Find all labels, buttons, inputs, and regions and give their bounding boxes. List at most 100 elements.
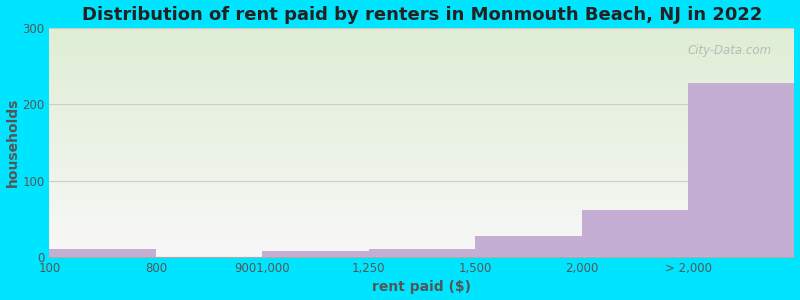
Bar: [50, 66, 794, 67]
Bar: [50, 247, 794, 248]
Bar: [50, 115, 794, 116]
Bar: [50, 92, 794, 93]
Text: City-Data.com: City-Data.com: [688, 44, 772, 57]
Bar: [50, 232, 794, 233]
Bar: [50, 88, 794, 90]
Bar: [50, 246, 794, 247]
Bar: [50, 139, 794, 140]
Bar: [50, 118, 794, 119]
Bar: [50, 142, 794, 144]
Bar: [50, 50, 794, 51]
Bar: [50, 204, 794, 206]
Bar: [50, 116, 794, 117]
Bar: [50, 56, 794, 58]
Bar: [50, 54, 794, 56]
Bar: [50, 39, 794, 41]
Bar: [50, 224, 794, 225]
Bar: [50, 106, 794, 107]
Bar: [50, 117, 794, 119]
Bar: [50, 239, 794, 240]
Bar: [50, 107, 794, 108]
Bar: [50, 231, 794, 232]
Bar: [50, 99, 794, 100]
Bar: [50, 85, 794, 86]
Bar: [50, 84, 794, 85]
Bar: [50, 29, 794, 30]
Bar: [50, 217, 794, 218]
Bar: [50, 170, 794, 171]
Bar: [50, 197, 794, 199]
Bar: [50, 98, 794, 99]
Bar: [50, 188, 794, 189]
Bar: [262, 251, 369, 257]
Bar: [50, 221, 794, 223]
Bar: [50, 176, 794, 177]
Bar: [50, 42, 794, 43]
Bar: [50, 81, 794, 82]
Bar: [50, 192, 794, 193]
Bar: [50, 241, 794, 242]
Bar: [50, 236, 794, 238]
Bar: [50, 141, 794, 142]
Bar: [50, 240, 794, 241]
Bar: [50, 63, 794, 64]
Bar: [50, 169, 794, 170]
Bar: [50, 113, 794, 114]
Bar: [50, 90, 794, 91]
Bar: [50, 144, 794, 145]
Bar: [50, 138, 794, 139]
Bar: [50, 126, 794, 128]
Bar: [50, 102, 794, 104]
Bar: [50, 147, 794, 148]
Bar: [50, 193, 794, 194]
Bar: [50, 100, 794, 101]
Bar: [50, 68, 794, 69]
Bar: [50, 130, 794, 131]
Bar: [50, 250, 794, 251]
Bar: [50, 114, 794, 115]
Bar: [50, 154, 794, 155]
Bar: [50, 208, 794, 209]
Bar: [50, 121, 794, 122]
Bar: [50, 183, 794, 184]
Bar: [50, 134, 794, 136]
Bar: [50, 61, 794, 62]
Bar: [50, 44, 794, 45]
Bar: [50, 52, 794, 53]
Bar: [50, 131, 794, 132]
Bar: [50, 189, 794, 190]
Bar: [50, 123, 794, 124]
Bar: [369, 249, 475, 257]
Bar: [50, 69, 794, 70]
Bar: [50, 93, 794, 94]
Bar: [50, 152, 794, 153]
Bar: [50, 209, 794, 210]
Bar: [50, 243, 794, 244]
Bar: [50, 137, 794, 138]
Bar: [50, 160, 794, 161]
Bar: [50, 173, 794, 175]
Bar: [50, 190, 794, 192]
Bar: [50, 187, 794, 188]
Bar: [50, 238, 794, 239]
Bar: [50, 177, 794, 178]
Bar: [50, 124, 794, 125]
Bar: [50, 62, 794, 63]
Bar: [50, 132, 794, 133]
Bar: [50, 218, 794, 219]
Bar: [50, 254, 794, 255]
Bar: [50, 71, 794, 73]
Bar: [50, 227, 794, 228]
Bar: [50, 168, 794, 169]
Bar: [50, 256, 794, 257]
Bar: [50, 75, 794, 76]
Bar: [50, 167, 794, 168]
Title: Distribution of rent paid by renters in Monmouth Beach, NJ in 2022: Distribution of rent paid by renters in …: [82, 6, 762, 24]
Bar: [50, 86, 794, 88]
Bar: [50, 225, 794, 226]
Bar: [50, 43, 794, 44]
X-axis label: rent paid ($): rent paid ($): [373, 280, 471, 294]
Bar: [50, 83, 794, 84]
Bar: [50, 53, 794, 54]
Bar: [50, 185, 794, 186]
